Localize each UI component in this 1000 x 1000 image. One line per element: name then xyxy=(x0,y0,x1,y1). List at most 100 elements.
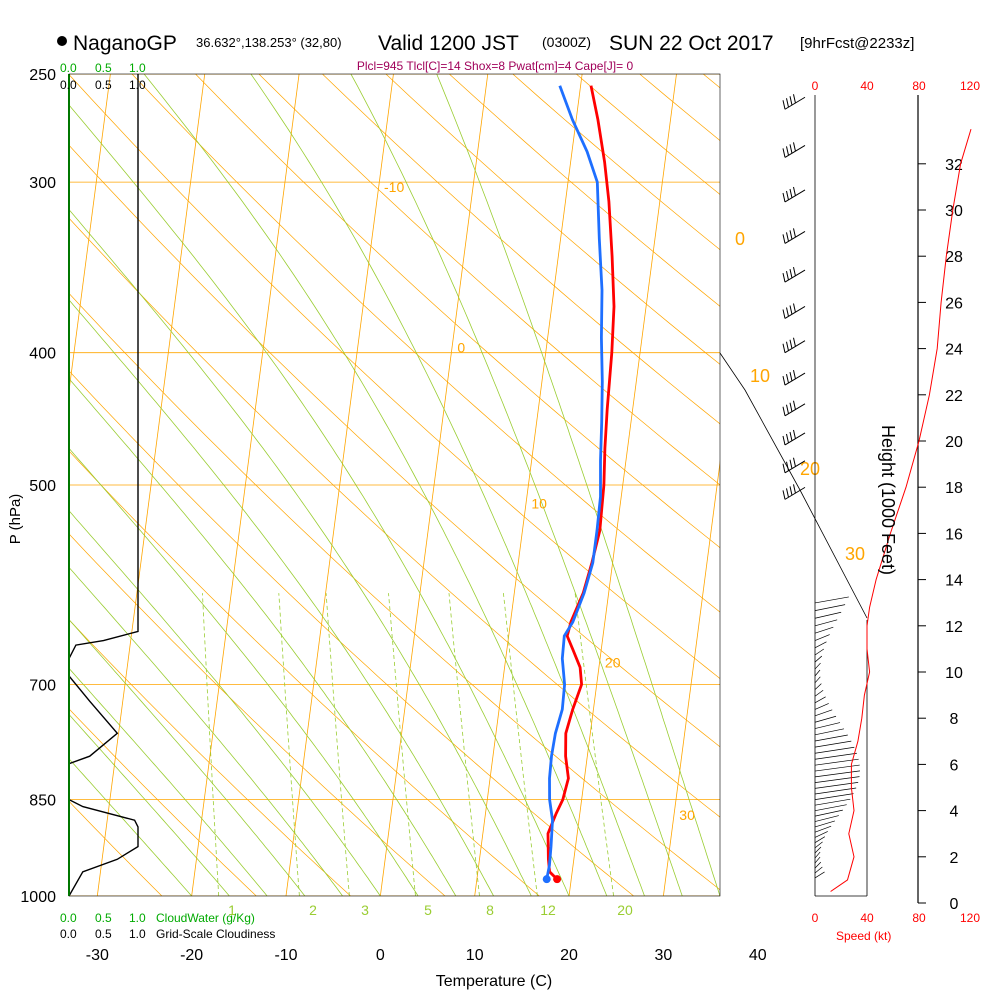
speed-tick-top: 120 xyxy=(960,79,980,93)
wind-barb xyxy=(782,94,806,110)
wind-barb-low xyxy=(814,689,824,697)
wind-barb-flag xyxy=(786,307,789,317)
wind-barb-flag xyxy=(782,148,786,158)
wind-barb xyxy=(782,142,806,158)
cloudiness-tick-bottom-0: 0.0 xyxy=(60,927,77,941)
moist-adiabat-line xyxy=(69,566,343,896)
wind-barb-flag xyxy=(786,341,789,351)
isotherm-label: 10 xyxy=(531,495,547,511)
height-tick-label: 10 xyxy=(945,665,963,682)
wind-barb-low xyxy=(814,619,838,627)
wind-barb xyxy=(782,228,806,244)
plot-frame xyxy=(68,73,721,897)
cloudiness-tick-top-2: 1.0 xyxy=(129,78,146,92)
pressure-tick-label: 500 xyxy=(29,478,56,495)
valid-time: Valid 1200 JST xyxy=(378,32,519,55)
height-tick-label: 18 xyxy=(945,480,963,497)
mixing-ratio-line xyxy=(574,593,614,896)
wind-barb xyxy=(782,369,806,386)
height-tick-label: 30 xyxy=(945,203,963,220)
wind-barb-low xyxy=(814,641,827,649)
dry-adiabat-line xyxy=(69,708,257,896)
skewt-grid xyxy=(0,74,865,896)
wind-barb-flag xyxy=(793,228,796,238)
height-tick-label: 20 xyxy=(945,434,963,451)
wind-barb-flag xyxy=(782,309,786,319)
wind-barb-flag xyxy=(789,144,793,154)
cloudiness-tick-bottom-1: 0.5 xyxy=(95,927,112,941)
speed-tick-top: 0 xyxy=(812,79,819,93)
wind-barb-flag xyxy=(782,375,786,386)
moist-adiabat-line xyxy=(350,74,683,896)
wind-barb-flag xyxy=(786,98,789,108)
cloudwater-label: CloudWater (g/Kg) xyxy=(156,911,255,925)
cloudiness-trace xyxy=(68,74,139,897)
height-tick-label: 4 xyxy=(950,804,959,821)
speed-tick-bottom: 0 xyxy=(812,911,819,925)
moist-adiabat-line xyxy=(69,447,419,896)
surface-dewpoint-dot xyxy=(542,875,551,884)
temperature-tick-label: 40 xyxy=(749,947,767,964)
wind-barb-flag xyxy=(786,146,789,156)
temperature-trace xyxy=(546,85,616,881)
mixing-ratio-line xyxy=(325,593,350,896)
wind-barb xyxy=(782,429,806,446)
wind-barb-low xyxy=(814,820,835,828)
temperature-tick-label: -10 xyxy=(274,947,297,964)
station-name: NaganoGP xyxy=(73,32,177,55)
dewpoint-trace xyxy=(545,85,604,880)
mixing-ratio-label: 5 xyxy=(424,902,432,918)
speed-tick-bottom: 120 xyxy=(960,911,980,925)
wind-barb-low xyxy=(814,596,849,604)
wind-barbs xyxy=(782,94,861,879)
wind-barb-low xyxy=(814,809,843,817)
wind-barb-low xyxy=(814,841,823,849)
height-tick-label: 24 xyxy=(945,342,963,359)
wind-barb-flag xyxy=(793,457,796,467)
wind-barb-flag xyxy=(793,369,796,380)
cloudwater-tick-bottom-0: 0.0 xyxy=(60,911,77,925)
isotherm-label: -10 xyxy=(384,179,404,195)
speed-tick-bottom: 80 xyxy=(912,911,926,925)
moist-adiabat-line xyxy=(69,208,532,896)
temperature-tick-label: 0 xyxy=(376,947,385,964)
wind-barb-flag xyxy=(789,459,793,469)
wind-barb-flag xyxy=(786,271,789,281)
moist-adiabat-line xyxy=(69,510,381,896)
pressure-tick-label: 250 xyxy=(29,67,56,84)
cloudwater-tick-top-0: 0.0 xyxy=(60,61,77,75)
cloudiness-label: Grid-Scale Cloudiness xyxy=(156,927,275,941)
wind-barb-flag xyxy=(786,488,789,498)
cloudwater-tick-bottom-1: 0.5 xyxy=(95,911,112,925)
pressure-tick-label: 700 xyxy=(29,678,56,695)
wind-barb-low xyxy=(814,861,822,869)
wind-barb-low xyxy=(814,611,842,619)
wind-barb-low xyxy=(814,703,829,710)
dry-adiabat-line xyxy=(322,74,720,425)
cloudiness-tick-top-0: 0.0 xyxy=(60,78,77,92)
isotherm-line xyxy=(0,74,16,896)
wind-barb-flag xyxy=(782,234,786,244)
height-tick-label: 2 xyxy=(950,850,959,867)
wind-barb-low xyxy=(814,871,825,879)
wind-barb-low xyxy=(814,648,825,656)
panel-boundary xyxy=(719,352,868,619)
isotherm-line xyxy=(758,74,865,896)
wind-barb-low xyxy=(814,709,833,717)
trace-layer xyxy=(542,85,616,884)
moist-adiabat-line xyxy=(69,104,570,896)
wind-barb-flag xyxy=(793,267,796,277)
wind-barb xyxy=(782,303,806,319)
wind-barb xyxy=(782,400,806,417)
height-tick-label: 28 xyxy=(945,249,963,266)
wind-barb-low xyxy=(814,831,828,838)
wind-barb-flag xyxy=(786,433,789,444)
wind-barb-flag xyxy=(789,188,793,199)
wind-barb-flag xyxy=(782,406,786,416)
wind-barb-flag xyxy=(793,94,796,104)
temperature-tick-label: -30 xyxy=(86,947,109,964)
wind-barb-flag xyxy=(782,343,786,353)
dry-adiabat-line xyxy=(69,370,634,896)
height-tick-label: 14 xyxy=(945,573,963,590)
